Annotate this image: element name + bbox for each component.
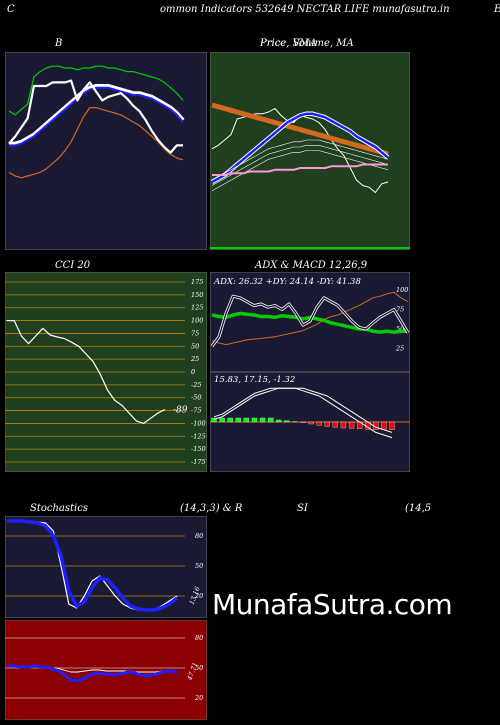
- stoch-title-right: (14,3,3) & R: [180, 503, 243, 514]
- macd-histogram-bar: [389, 421, 395, 430]
- macd-histogram-bar: [324, 421, 330, 427]
- macd-histogram-bar: [243, 417, 250, 423]
- macd-histogram-bar: [251, 417, 258, 423]
- rsi-rsi_smooth-line: [7, 664, 178, 683]
- macd-histogram-bar: [381, 421, 387, 430]
- macd-chart: 15.83, 17.15, -1.32: [210, 372, 410, 472]
- macd-signal-line: [213, 387, 393, 433]
- adx-tick-label: 75: [396, 306, 404, 314]
- adx-tick-label: 25: [395, 345, 404, 353]
- rsi-tick-label: 50: [195, 664, 203, 672]
- bollinger-chart: [5, 52, 207, 250]
- macd-histogram-bar: [259, 417, 266, 423]
- adx-minus-dy-line: [211, 295, 409, 347]
- cci-tick-label: 175: [191, 278, 203, 286]
- bb-upper-line: [8, 65, 184, 116]
- cci-tick-label: -75: [191, 407, 201, 415]
- adx-values-label: ADX: 26.32 +DY: 24.14 -DY: 41.38: [213, 277, 361, 287]
- macd-histogram-bar: [276, 419, 282, 423]
- bb-price-line: [8, 79, 183, 154]
- cci-tick-label: 25: [190, 355, 199, 363]
- macd-histogram-bar: [219, 417, 225, 423]
- macd-histogram-bar: [235, 417, 241, 423]
- price-ma-white-line-2: [211, 150, 389, 192]
- price-ma_pink-line: [212, 163, 388, 176]
- macd-histogram-bar: [308, 421, 314, 425]
- stoch-d-line: [7, 519, 179, 612]
- rsi-tick-label: 80: [195, 634, 203, 642]
- price-ma-white-line-0: [211, 139, 389, 181]
- macd-values-label: 15.83, 17.15, -1.32: [214, 375, 295, 385]
- cci-tick-label: 125: [191, 304, 203, 312]
- macd-macd-line: [213, 387, 393, 439]
- price-ma_orange-line: [211, 102, 389, 157]
- price-ma-title: Price, Volume, MA: [260, 38, 354, 49]
- stoch-tick-label: 50: [195, 562, 203, 570]
- adx-macd-title: ADX & MACD 12,26,9: [255, 260, 368, 271]
- macd-histogram-bar: [348, 421, 355, 429]
- watermark: MunafaSutra.com: [212, 588, 453, 621]
- cci-tick-label: 100: [191, 317, 203, 325]
- macd-histogram-bar: [211, 417, 217, 423]
- bollinger-title: B: [55, 38, 63, 49]
- bb-lower-line: [8, 106, 184, 179]
- panel-background: [5, 620, 207, 720]
- price-ma-chart: [210, 52, 410, 250]
- cci-tick-label: 75: [191, 329, 199, 337]
- cci-tick-label: 150: [191, 291, 203, 299]
- adx-tick-label: 100: [396, 286, 408, 294]
- adx-chart: 100 75 50 25 ADX: 26.32 +DY: 24.14 -DY: 41.3…: [210, 272, 410, 372]
- stoch-title-left: Stochastics: [30, 503, 88, 514]
- cci-last-value: -89: [173, 406, 188, 416]
- rsi-title-right: (14,5: [405, 503, 432, 514]
- macd-histogram-bar: [300, 421, 306, 423]
- cci-tick-label: -175: [191, 458, 206, 466]
- header-right-letter: E: [494, 4, 500, 15]
- cci-line: [7, 319, 166, 424]
- panel-background: [5, 52, 207, 250]
- macd-histogram-bar: [340, 421, 347, 429]
- rsi-tick-label: 20: [194, 694, 203, 702]
- macd-histogram-bar: [227, 417, 233, 423]
- macd-histogram-bar: [316, 421, 322, 426]
- bb-middle_inner-line: [9, 86, 184, 147]
- cci-chart: 175 150 125 100 75 50 25 0 -25 -50 -75 -100 -125 -150…: [5, 272, 207, 472]
- macd-histogram-bar: [284, 420, 290, 423]
- panel-background: [5, 516, 207, 618]
- adx-tick-label: 50: [396, 325, 404, 333]
- price-ma-white-line-1: [211, 145, 389, 186]
- cci-tick-label: 50: [191, 342, 199, 350]
- stoch-tick-label: 80: [195, 532, 203, 540]
- cci-tick-label: -150: [191, 445, 206, 453]
- bb-middle_outer-line: [9, 84, 185, 146]
- price-ma-title-overlap: Price, SMA: [260, 38, 317, 49]
- macd-histogram-bar: [267, 417, 274, 423]
- price-ma_blue-line: [211, 112, 389, 184]
- header-left-letter: C: [7, 4, 15, 15]
- macd-histogram-bar: [332, 421, 339, 428]
- adx-plus_dy-line: [211, 291, 409, 346]
- page-title: ommon Indicators 532649 NECTAR LIFE muna…: [160, 4, 450, 15]
- cci-tick-label: -25: [191, 381, 201, 389]
- cci-tick-label: 0: [191, 368, 195, 376]
- adx-adx-line: [211, 311, 408, 334]
- cci-tick-label: -125: [191, 432, 206, 440]
- cci-tick-label: -100: [191, 419, 206, 427]
- rsi-title-left: SI: [297, 503, 308, 514]
- cci-tick-label: -50: [191, 394, 201, 402]
- cci-title: CCI 20: [55, 260, 91, 271]
- stoch-tick-label: 20: [194, 592, 203, 600]
